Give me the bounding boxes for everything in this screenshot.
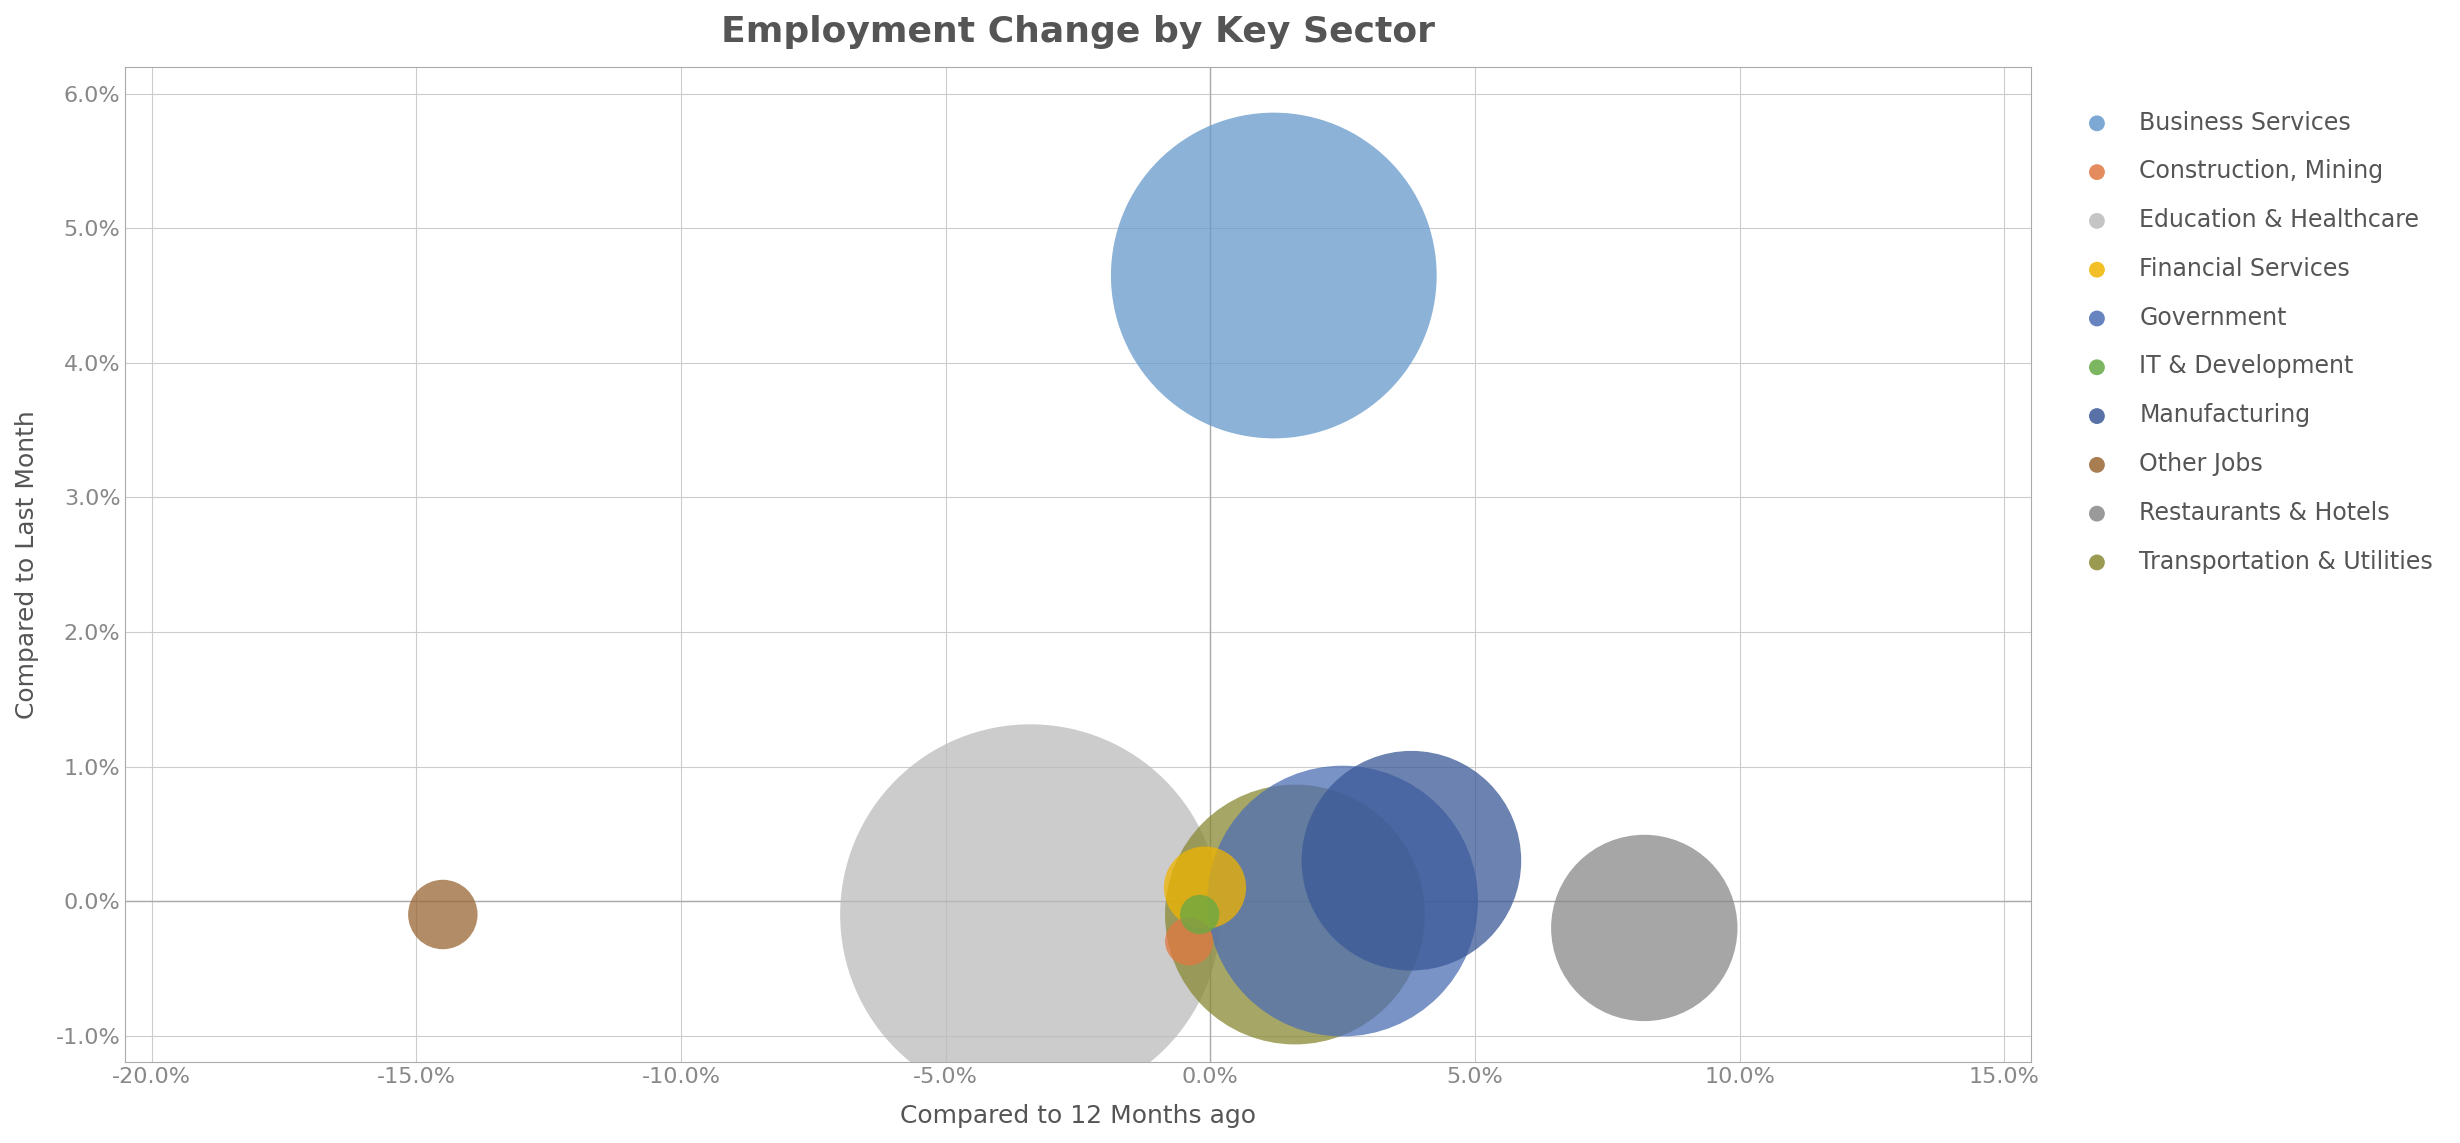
Point — [1624, 919, 1663, 937]
Legend: Business Services, Construction, Mining, Education & Healthcare, Financial Servi: Business Services, Construction, Mining,… — [2061, 98, 2445, 585]
Point — [1274, 905, 1314, 924]
Point — [423, 905, 462, 924]
Point — [1255, 266, 1294, 285]
Point — [1323, 892, 1363, 910]
Title: Employment Change by Key Sector: Employment Change by Key Sector — [721, 15, 1434, 49]
X-axis label: Compared to 12 Months ago: Compared to 12 Months ago — [900, 1104, 1257, 1128]
Point — [1011, 905, 1050, 924]
Point — [1181, 905, 1220, 924]
Y-axis label: Compared to Last Month: Compared to Last Month — [15, 410, 39, 719]
Point — [1392, 852, 1432, 870]
Point — [1168, 933, 1208, 951]
Point — [1186, 879, 1225, 897]
